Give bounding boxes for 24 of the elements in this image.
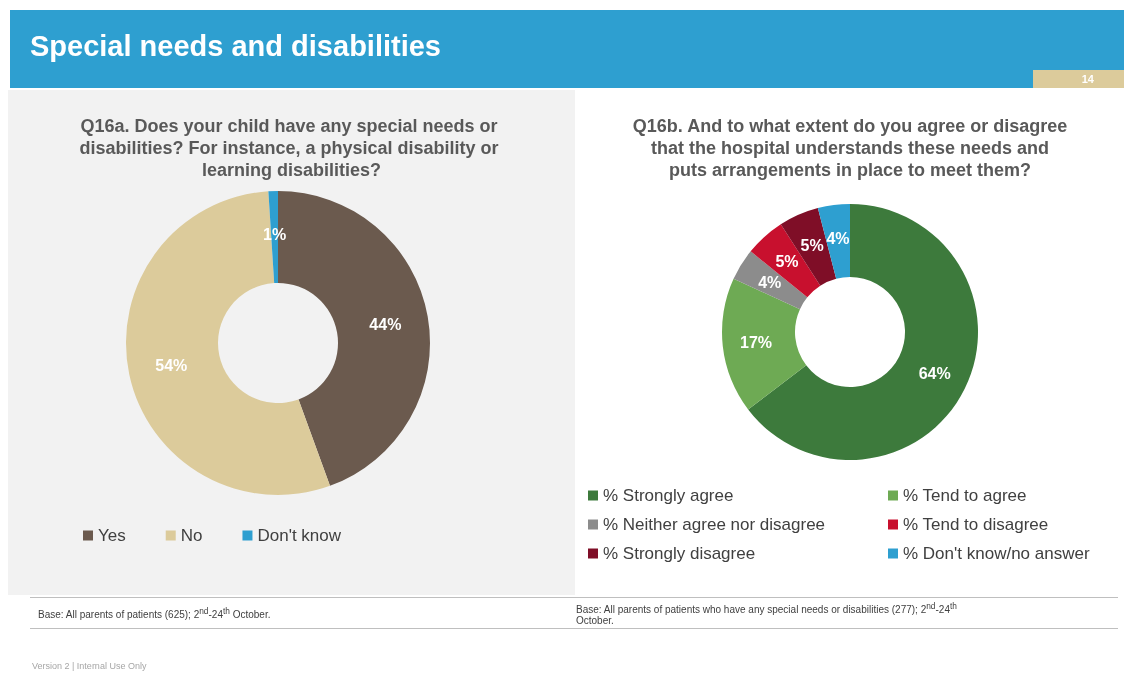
text: 14 bbox=[1033, 70, 1124, 88]
chart-title: Q16a. Does your child have any special needs or disabilities? For instance, a physical disability or learning disabilities? bbox=[79, 116, 504, 180]
legend-label: % Neither agree nor disagree bbox=[603, 515, 826, 534]
data-label: 4% bbox=[758, 273, 782, 291]
text: Special needs and disabilities bbox=[30, 30, 441, 63]
legend-label: % Tend to disagree bbox=[903, 515, 1049, 534]
legend-label: % Tend to agree bbox=[903, 486, 1027, 505]
legend-label: % Strongly agree bbox=[603, 486, 734, 505]
text: Base: All parents of patients (625); 2$^{nd}$-24$^{th}$ October. bbox=[38, 606, 271, 621]
legend-label: Don't know bbox=[257, 526, 342, 545]
chart-title: Q16b. And to what extent do you agree or disagree that the hospital understands these needs and puts arrangements in place to meet them? bbox=[632, 116, 1068, 180]
legend-label: Yes bbox=[98, 526, 126, 545]
legend-label: % Don't know/no answer bbox=[903, 544, 1090, 563]
data-label: 4% bbox=[826, 229, 850, 247]
data-label: 17% bbox=[740, 333, 773, 351]
data-label: 5% bbox=[800, 236, 824, 254]
data-label: 44% bbox=[369, 315, 402, 333]
text: Version 2 | Internal Use Only bbox=[32, 661, 147, 671]
data-label: 54% bbox=[155, 356, 188, 374]
legend-label: No bbox=[180, 526, 203, 545]
data-label: 5% bbox=[775, 253, 799, 271]
data-label: 64% bbox=[918, 365, 951, 383]
text: Base: All parents of patients who have any special needs or disabilities (277); 2$^{nd}$-24$^{th}$ October. bbox=[576, 601, 957, 627]
legend-label: % Strongly disagree bbox=[603, 544, 756, 563]
